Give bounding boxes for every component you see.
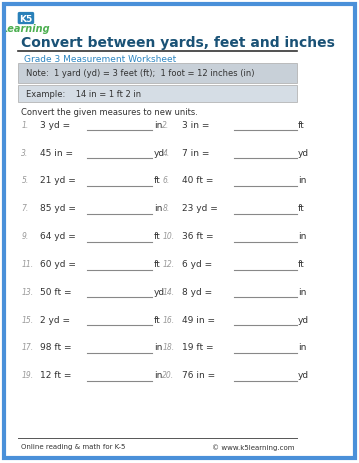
Text: 3 in =: 3 in =: [182, 120, 209, 130]
Text: ft: ft: [154, 259, 161, 269]
Text: 10.: 10.: [162, 232, 174, 241]
Text: Example:    14 in = 1 ft 2 in: Example: 14 in = 1 ft 2 in: [26, 90, 141, 99]
Text: 45 in =: 45 in =: [39, 148, 73, 157]
Text: 8 yd =: 8 yd =: [182, 287, 212, 296]
Text: Learning: Learning: [2, 24, 50, 34]
Text: K5: K5: [19, 14, 33, 24]
Text: Convert the given measures to new units.: Convert the given measures to new units.: [22, 107, 198, 117]
Text: 8.: 8.: [162, 204, 170, 213]
Text: in: in: [154, 343, 163, 352]
Text: ft: ft: [298, 120, 305, 130]
Text: 64 yd =: 64 yd =: [39, 232, 75, 241]
Text: in: in: [154, 120, 163, 130]
Text: 85 yd =: 85 yd =: [39, 204, 75, 213]
Text: 16.: 16.: [162, 315, 174, 324]
Text: 1.: 1.: [22, 120, 29, 130]
Text: 19 ft =: 19 ft =: [182, 343, 214, 352]
Text: Grade 3 Measurement Worksheet: Grade 3 Measurement Worksheet: [24, 55, 177, 64]
Text: 15.: 15.: [22, 315, 33, 324]
Text: 4.: 4.: [162, 148, 170, 157]
Text: 49 in =: 49 in =: [182, 315, 215, 324]
Text: 2.: 2.: [162, 120, 170, 130]
Text: in: in: [298, 343, 307, 352]
Text: 21 yd =: 21 yd =: [39, 176, 75, 185]
Text: 7.: 7.: [22, 204, 29, 213]
Text: in: in: [154, 370, 163, 380]
Text: ft: ft: [154, 232, 161, 241]
Text: 5.: 5.: [22, 176, 29, 185]
Text: 36 ft =: 36 ft =: [182, 232, 214, 241]
Text: in: in: [298, 176, 307, 185]
Text: 3.: 3.: [22, 148, 29, 157]
Text: 14.: 14.: [162, 287, 174, 296]
FancyBboxPatch shape: [18, 63, 297, 83]
Text: 12.: 12.: [162, 259, 174, 269]
Text: 3 yd =: 3 yd =: [39, 120, 70, 130]
Text: 50 ft =: 50 ft =: [39, 287, 71, 296]
Text: 6.: 6.: [162, 176, 170, 185]
Text: 11.: 11.: [22, 259, 33, 269]
Text: 7 in =: 7 in =: [182, 148, 209, 157]
Text: Convert between yards, feet and inches: Convert between yards, feet and inches: [22, 36, 335, 50]
Text: ft: ft: [298, 204, 305, 213]
Text: in: in: [298, 287, 307, 296]
Text: 19.: 19.: [22, 370, 33, 380]
Text: in: in: [298, 232, 307, 241]
Text: 9.: 9.: [22, 232, 29, 241]
Text: ft: ft: [154, 315, 161, 324]
Text: in: in: [154, 204, 163, 213]
Text: Note:  1 yard (yd) = 3 feet (ft);  1 foot = 12 inches (in): Note: 1 yard (yd) = 3 feet (ft); 1 foot …: [26, 69, 255, 78]
Text: yd: yd: [154, 287, 165, 296]
Text: 60 yd =: 60 yd =: [39, 259, 75, 269]
Text: 2 yd =: 2 yd =: [39, 315, 70, 324]
Text: 98 ft =: 98 ft =: [39, 343, 71, 352]
Text: yd: yd: [298, 315, 309, 324]
Text: 18.: 18.: [162, 343, 174, 352]
Text: ft: ft: [154, 176, 161, 185]
Text: 13.: 13.: [22, 287, 33, 296]
Text: © www.k5learning.com: © www.k5learning.com: [212, 443, 294, 450]
Text: yd: yd: [298, 370, 309, 380]
Text: 23 yd =: 23 yd =: [182, 204, 218, 213]
Text: 17.: 17.: [22, 343, 33, 352]
Text: yd: yd: [154, 148, 165, 157]
Text: yd: yd: [298, 148, 309, 157]
Text: 76 in =: 76 in =: [182, 370, 215, 380]
Text: ft: ft: [298, 259, 305, 269]
FancyBboxPatch shape: [18, 86, 297, 103]
Text: 20.: 20.: [162, 370, 174, 380]
Text: Online reading & math for K-5: Online reading & math for K-5: [22, 444, 126, 449]
Text: 6 yd =: 6 yd =: [182, 259, 212, 269]
Text: 40 ft =: 40 ft =: [182, 176, 214, 185]
Text: 12 ft =: 12 ft =: [39, 370, 71, 380]
